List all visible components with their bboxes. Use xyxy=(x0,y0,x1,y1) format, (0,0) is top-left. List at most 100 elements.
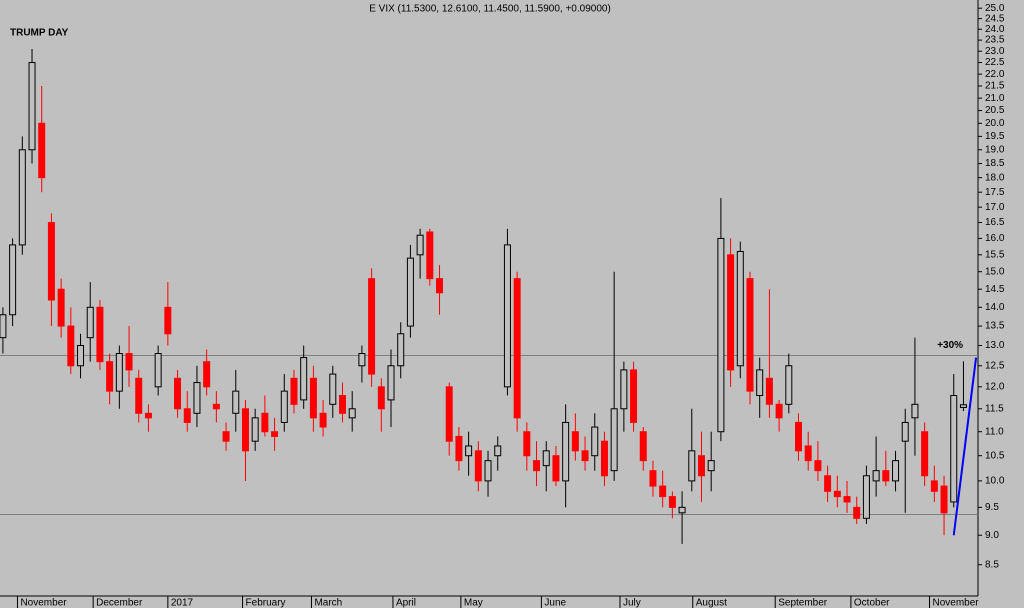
candle-body xyxy=(494,445,502,457)
candle-body xyxy=(474,450,482,482)
candle-body xyxy=(67,325,75,367)
candle-body xyxy=(9,244,17,316)
candle-body xyxy=(707,460,715,472)
candle-body xyxy=(892,460,900,482)
x-tick-label: June xyxy=(544,598,566,608)
candle-body xyxy=(18,149,26,246)
y-tick-label: 20.0 xyxy=(985,118,1005,129)
y-tick-label: 19.5 xyxy=(985,131,1005,142)
candle-body xyxy=(368,278,376,375)
candle-body xyxy=(164,306,172,335)
x-tick-label: November xyxy=(20,598,67,608)
candle-body xyxy=(348,408,356,419)
candle-body xyxy=(940,485,948,514)
candle-body xyxy=(600,440,608,477)
candle-body xyxy=(0,314,7,339)
candle-body xyxy=(862,475,870,519)
candle-body xyxy=(765,377,773,405)
candle-body xyxy=(921,431,929,477)
candle-body xyxy=(795,421,803,452)
candle-body xyxy=(309,377,317,419)
candle-body xyxy=(290,377,298,405)
annotation: +30% xyxy=(937,340,963,351)
y-tick-label: 8.5 xyxy=(985,559,999,570)
candle-body xyxy=(620,369,628,410)
y-tick-label: 13.0 xyxy=(985,340,1005,351)
y-tick-label: 17.5 xyxy=(985,187,1005,198)
candle-body xyxy=(387,365,395,401)
candle-body xyxy=(416,234,424,256)
candle-body xyxy=(552,455,560,482)
candle-body xyxy=(756,369,764,396)
candle-body xyxy=(484,460,492,482)
candle-body xyxy=(843,496,851,503)
x-tick-label: February xyxy=(246,598,286,608)
candle-body xyxy=(193,382,201,414)
candle-body xyxy=(630,369,638,423)
candle-body xyxy=(688,450,696,482)
candle-body xyxy=(824,475,832,492)
candle-body xyxy=(183,408,191,423)
candle-body xyxy=(562,421,570,482)
x-tick-label: November xyxy=(932,598,979,608)
y-tick-label: 14.5 xyxy=(985,284,1005,295)
candle-body xyxy=(455,435,463,462)
candle-body xyxy=(406,257,414,327)
candle-body xyxy=(135,377,143,414)
candle-body xyxy=(727,254,735,371)
candle-body xyxy=(853,506,861,519)
candle-body xyxy=(77,345,85,367)
x-tick-label: April xyxy=(396,598,416,608)
candle-body xyxy=(338,394,346,414)
candle-body xyxy=(106,361,114,392)
candle-body xyxy=(397,333,405,367)
candle-body xyxy=(872,470,880,482)
x-tick-label: September xyxy=(778,598,828,608)
y-tick-label: 14.0 xyxy=(985,302,1005,313)
candle-body xyxy=(377,386,385,410)
candle-body xyxy=(329,373,337,405)
x-tick-label: May xyxy=(464,598,483,608)
candle-body xyxy=(47,222,55,301)
candle-body xyxy=(251,417,259,442)
x-tick-label: March xyxy=(314,598,342,608)
candle-body xyxy=(125,353,133,371)
candle-body xyxy=(930,480,938,492)
candle-body xyxy=(697,455,705,477)
candle-body xyxy=(241,408,249,452)
candle-body xyxy=(610,408,618,472)
candle-body xyxy=(804,445,812,462)
candle-body xyxy=(523,431,531,457)
y-tick-label: 16.5 xyxy=(985,217,1005,228)
y-tick-label: 16.0 xyxy=(985,233,1005,244)
candle-body xyxy=(503,244,511,388)
y-tick-label: 23.0 xyxy=(985,46,1005,57)
y-tick-label: 21.0 xyxy=(985,93,1005,104)
candle-body xyxy=(300,357,308,401)
y-tick-label: 22.0 xyxy=(985,69,1005,80)
candle-body xyxy=(426,231,434,280)
y-tick-label: 11.0 xyxy=(985,426,1004,437)
candle-body xyxy=(542,450,550,467)
candle-body xyxy=(639,431,647,462)
y-tick-label: 12.0 xyxy=(985,381,1005,392)
candle-body xyxy=(814,460,822,472)
candle-body xyxy=(222,431,230,442)
y-tick-label: 25.0 xyxy=(985,3,1005,14)
candle-body xyxy=(212,403,220,410)
candle-body xyxy=(465,445,473,457)
candle-body xyxy=(144,412,152,419)
candle-body xyxy=(950,394,958,503)
trend-line xyxy=(952,357,978,536)
candle-body xyxy=(174,377,182,410)
candle-body xyxy=(668,496,676,508)
candle-body xyxy=(736,250,744,367)
candle-body xyxy=(833,490,841,498)
candle-body xyxy=(319,412,327,428)
candle-body xyxy=(436,278,444,294)
candle-body xyxy=(232,390,240,414)
y-tick-label: 9.0 xyxy=(985,530,999,541)
x-tick-label: December xyxy=(96,598,143,608)
